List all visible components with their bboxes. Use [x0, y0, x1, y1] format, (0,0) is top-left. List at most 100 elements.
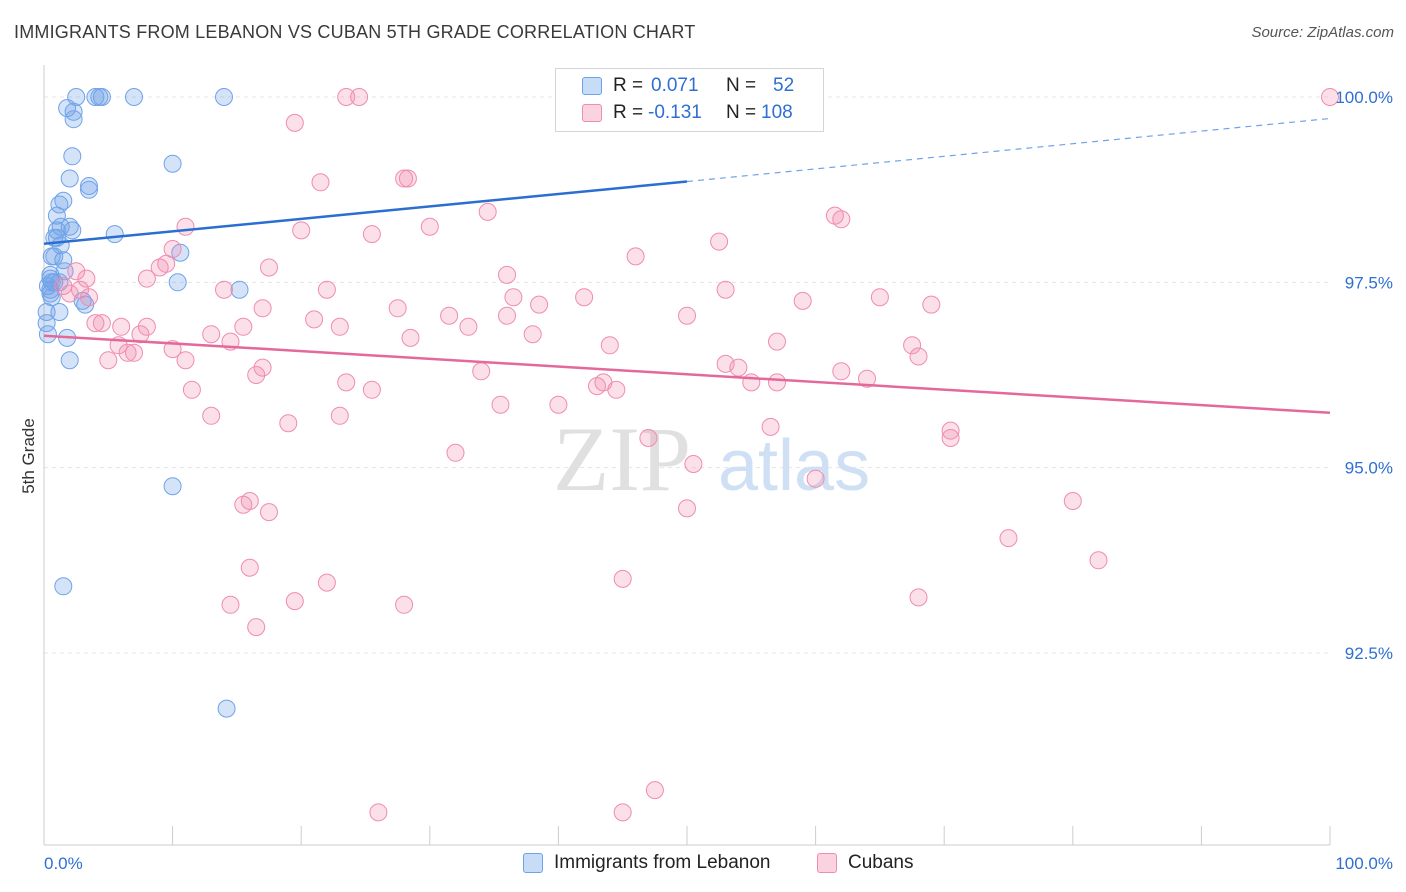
cuban-point	[77, 269, 96, 288]
cuban-point	[350, 88, 369, 106]
x-tick-label: 0.0%	[44, 854, 83, 873]
watermark-zip: ZIP	[553, 408, 691, 510]
cuban-point	[260, 258, 278, 277]
cuban-point	[575, 288, 594, 307]
cuban-point	[362, 225, 381, 244]
lebanon-point	[230, 280, 249, 299]
cuban-point	[909, 588, 928, 607]
lebanon-trend-extension	[686, 117, 1331, 183]
cuban-point	[247, 618, 266, 637]
cuban-point	[253, 299, 272, 318]
lebanon-point	[80, 180, 98, 199]
legend-n-label: N =	[726, 75, 757, 96]
legend-n-value: 108	[761, 102, 793, 123]
legend-n-label: N =	[726, 102, 757, 123]
cuban-point	[401, 328, 420, 347]
cuban-point	[337, 373, 356, 392]
cuban-point	[395, 169, 414, 188]
cuban-point	[742, 373, 761, 392]
cuban-point	[420, 217, 439, 236]
legend-r-value: -0.131	[648, 102, 702, 123]
cuban-point	[607, 380, 626, 399]
cuban-point	[768, 332, 786, 351]
cuban-point	[118, 343, 137, 362]
cuban-point	[768, 373, 786, 392]
lebanon-point	[47, 206, 66, 225]
cuban-point	[317, 573, 336, 592]
y-tick-label: 95.0%	[1345, 459, 1393, 478]
cuban-point	[86, 314, 105, 333]
cuban-point	[99, 351, 118, 370]
y-tick-label: 100.0%	[1335, 88, 1393, 107]
lebanon-point	[64, 110, 83, 129]
bottom-legend-swatch-cubans	[817, 853, 837, 873]
lebanon-point	[163, 477, 182, 496]
cuban-point	[903, 336, 922, 355]
cuban-point	[176, 351, 195, 370]
cuban-point	[330, 317, 349, 336]
cuban-point	[626, 247, 645, 266]
cuban-point	[478, 202, 497, 221]
lebanon-point	[54, 577, 73, 596]
cuban-point	[793, 291, 812, 310]
cuban-point	[388, 299, 407, 318]
legend-box: R = 0.071 N = 52 R = -0.131 N = 108	[555, 68, 824, 132]
lebanon-point	[45, 247, 64, 266]
lebanon-point	[80, 177, 98, 195]
y-tick-label: 97.5%	[1345, 273, 1393, 292]
cuban-point	[202, 325, 221, 344]
cuban-point	[498, 265, 516, 284]
cuban-point	[247, 366, 266, 384]
cuban-point	[941, 421, 960, 440]
bottom-legend-label: Cubans	[848, 852, 914, 873]
cuban-point	[112, 317, 131, 336]
y-axis-label: 5th Grade	[19, 418, 38, 494]
cuban-point	[639, 429, 658, 447]
legend-swatch-cubans	[582, 104, 602, 122]
cuban-point	[832, 210, 851, 229]
cuban-point	[684, 455, 703, 473]
cuban-point	[1089, 551, 1108, 570]
legend-n-value: 52	[773, 75, 795, 96]
cuban-point	[600, 336, 619, 355]
lebanon-point	[38, 325, 57, 344]
cuban-point	[858, 369, 876, 388]
cuban-point	[999, 529, 1018, 548]
lebanon-point	[47, 221, 66, 240]
cuban-point	[645, 781, 664, 800]
cuban-point	[472, 362, 491, 381]
cuban-point	[941, 429, 960, 447]
lebanon-point	[41, 265, 60, 284]
lebanon-point	[105, 225, 124, 244]
cuban-point	[491, 395, 510, 414]
cuban-point	[806, 469, 825, 488]
cuban-point	[80, 288, 98, 307]
trend-lines	[43, 117, 1331, 415]
cuban-point	[504, 288, 523, 307]
lebanon-point	[60, 351, 79, 370]
lebanon-point	[125, 88, 143, 106]
lebanon-point	[63, 147, 82, 166]
cuban-point	[710, 232, 729, 251]
lebanon-point	[63, 221, 82, 240]
lebanon-point	[217, 699, 236, 718]
cuban-point	[398, 169, 417, 188]
cuban-point	[285, 113, 304, 132]
cuban-point	[305, 310, 324, 329]
cuban-point	[523, 325, 542, 344]
cuban-point	[60, 284, 79, 303]
cuban-point	[909, 347, 928, 366]
tick-labels: 100.0% 97.5% 95.0% 92.5% 0.0% 100.0%	[44, 88, 1393, 873]
cuban-point	[202, 406, 221, 425]
cuban-point	[67, 262, 86, 281]
cuban-point	[761, 417, 780, 436]
cuban-point	[234, 495, 253, 514]
cuban-point	[157, 254, 176, 273]
lebanon-trend-line	[43, 180, 688, 246]
data-points	[37, 88, 1339, 822]
cuban-point	[137, 269, 156, 288]
cuban-point	[530, 295, 549, 314]
lebanon-point	[168, 273, 187, 292]
cuban-point	[182, 380, 201, 399]
